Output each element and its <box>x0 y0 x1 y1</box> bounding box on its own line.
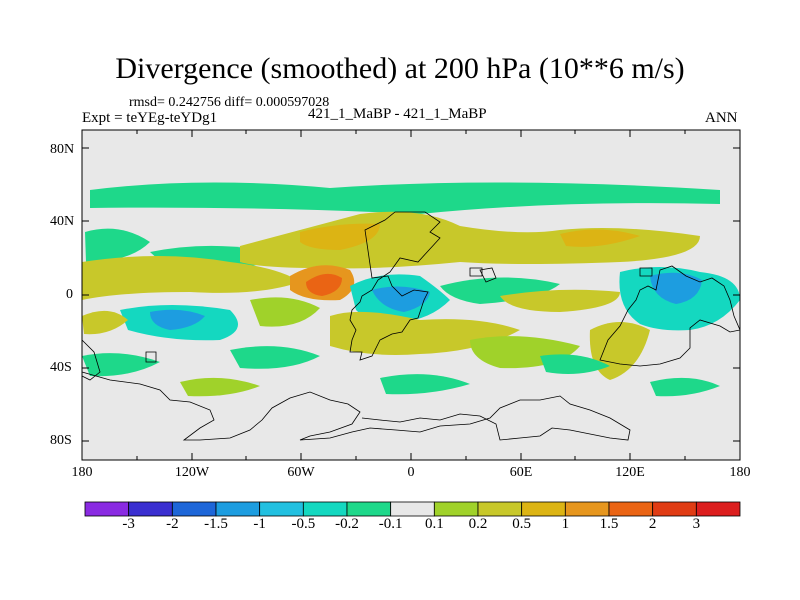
colorbar-swatch <box>259 501 304 517</box>
lon-tick-label: 120E <box>615 465 645 480</box>
lat-tick-label: 40N <box>50 214 75 229</box>
lon-tick-label: 180 <box>729 465 751 480</box>
colorbar-swatch <box>128 501 173 517</box>
lon-tick-label: 120W <box>174 465 210 480</box>
lat-tick-label: 80N <box>50 142 75 157</box>
colorbar-swatch <box>521 501 566 517</box>
experiment-label: Expt = teYEg-teYDg1 <box>82 110 218 126</box>
colorbar-swatch <box>346 501 392 517</box>
contour-region <box>650 272 702 304</box>
contour-region <box>540 354 610 374</box>
colorbar-label: 1 <box>561 516 570 532</box>
colorbar-label: 0.2 <box>468 516 488 532</box>
colorbar-label: 2 <box>648 516 657 532</box>
contour-region <box>230 346 320 369</box>
africa-outline <box>349 211 441 361</box>
lon-tick-label: 60E <box>509 465 533 480</box>
lon-tick-label: 180 <box>71 465 93 480</box>
contour-region <box>82 256 300 300</box>
page-title: Divergence (smoothed) at 200 hPa (10**6 … <box>115 52 685 85</box>
colorbar-label: 1.5 <box>599 516 619 532</box>
map-panel <box>81 129 741 461</box>
colorbar-swatch <box>84 501 130 517</box>
lon-tick-label: 0 <box>407 465 415 480</box>
colorbar-label: 0.5 <box>512 516 532 532</box>
contour-field <box>82 182 740 397</box>
axis-ticks <box>81 130 741 460</box>
contour-region <box>150 309 205 330</box>
contour-region <box>300 223 380 250</box>
contour-region <box>82 310 128 335</box>
season-label: ANN <box>705 110 738 126</box>
colorbar-label: -0.1 <box>378 516 403 532</box>
colorbar-label: -0.2 <box>335 516 359 532</box>
contour-region <box>650 377 720 397</box>
contour-region <box>90 182 720 214</box>
colorbar-swatch <box>608 501 654 517</box>
contour-region <box>500 289 620 312</box>
contour-region <box>380 374 470 395</box>
colorbar-swatch <box>652 501 697 517</box>
colorbar-label: -0.5 <box>291 516 316 532</box>
colorbar-swatch <box>215 501 261 517</box>
colorbar-swatch <box>695 501 741 517</box>
island-outline <box>469 267 483 277</box>
south-america-outline <box>599 265 741 367</box>
colorbar-label: -1 <box>253 516 266 532</box>
colorbar-swatch <box>564 501 610 517</box>
case-label: 421_1_MaBP - 421_1_MaBP <box>308 106 487 122</box>
island-outline <box>145 351 157 363</box>
contour-region <box>250 297 320 327</box>
island-outline <box>479 267 497 283</box>
contour-region <box>85 228 150 262</box>
contour-region <box>306 273 342 296</box>
continent-outlines <box>81 211 741 441</box>
colorbar-label: 0.1 <box>424 516 444 532</box>
lat-tick-label: 80S <box>50 433 72 448</box>
colorbar-label: -3 <box>122 516 135 532</box>
colorbar-swatch <box>477 501 523 517</box>
colorbar-swatch <box>302 501 348 517</box>
colorbar-swatch <box>390 501 435 517</box>
contour-region <box>560 229 640 247</box>
island-outline <box>81 339 101 381</box>
colorbar-swatch <box>433 501 479 517</box>
colorbar-swatch <box>171 501 217 517</box>
colorbar-label: -1.5 <box>204 516 228 532</box>
antarctica-outline <box>81 371 631 441</box>
lon-tick-label: 60W <box>287 465 315 480</box>
contour-region <box>372 286 430 312</box>
contour-region <box>82 353 160 377</box>
colorbar-label: -2 <box>166 516 179 532</box>
colorbar-label: 3 <box>692 516 701 532</box>
lat-tick-label: 0 <box>66 287 73 302</box>
island-outline <box>639 267 653 277</box>
stats-label: rmsd= 0.242756 diff= 0.000597028 <box>129 95 330 110</box>
contour-region <box>440 277 560 304</box>
lat-tick-label: 40S <box>50 360 72 375</box>
contour-region <box>180 377 260 397</box>
colorbar <box>84 501 741 517</box>
